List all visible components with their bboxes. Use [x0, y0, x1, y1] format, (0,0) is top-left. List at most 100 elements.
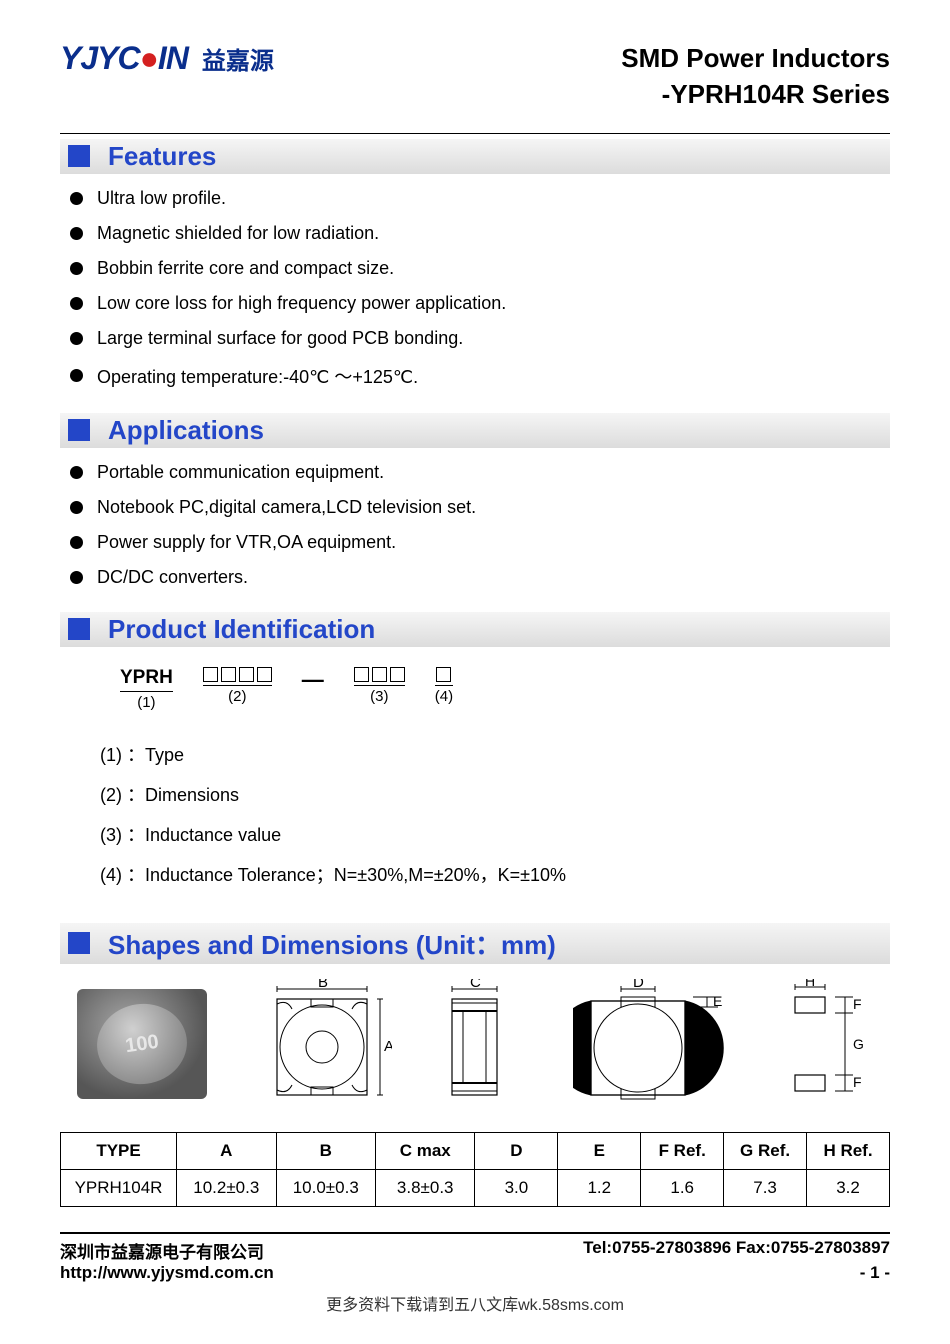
table-header-cell: TYPE — [61, 1132, 177, 1169]
list-item: Power supply for VTR,OA equipment. — [70, 532, 880, 553]
section-applications-bar: Applications — [60, 413, 890, 448]
section-shapes-title: Shapes and Dimensions (Unit：mm) — [108, 925, 556, 962]
features-list: Ultra low profile. Magnetic shielded for … — [60, 174, 890, 411]
list-item-text: Large terminal surface for good PCB bond… — [97, 328, 463, 349]
pid-label-1: YPRH — [120, 667, 173, 692]
bullet-icon — [70, 227, 83, 240]
list-item-text: Ultra low profile. — [97, 188, 226, 209]
list-item: Large terminal surface for good PCB bond… — [70, 328, 880, 349]
table-header-cell: F Ref. — [641, 1132, 724, 1169]
applications-list: Portable communication equipment. Noteboo… — [60, 448, 890, 610]
section-features-bar: Features — [60, 139, 890, 174]
dimensions-table: TYPEABC maxDEF Ref.G Ref.H Ref. YPRH104R… — [60, 1132, 890, 1207]
footer-url: http://www.yjysmd.com.cn — [60, 1263, 274, 1283]
company-logo: YJYC●IN 益嘉源 — [60, 40, 274, 77]
pid-num-3: (3) — [354, 688, 405, 705]
label-F2: F — [853, 1074, 862, 1090]
label-A: A — [384, 1038, 392, 1055]
product-photo: 100 — [77, 989, 207, 1099]
bullet-icon — [70, 369, 83, 382]
bullet-icon — [70, 571, 83, 584]
bullet-icon — [70, 501, 83, 514]
table-header-cell: D — [475, 1132, 558, 1169]
label-G: G — [853, 1036, 864, 1052]
diagram-row: 100 B A C D — [60, 964, 890, 1124]
pid-block-1: YPRH (1) — [120, 667, 173, 711]
pid-placeholder-box — [436, 667, 451, 682]
list-item: DC/DC converters. — [70, 567, 880, 588]
section-square-icon — [68, 932, 90, 954]
table-header-cell: A — [177, 1132, 276, 1169]
footer-company: 深圳市益嘉源电子有限公司 — [60, 1238, 264, 1263]
document-header: YJYC●IN 益嘉源 SMD Power Inductors -YPRH104… — [60, 40, 890, 113]
list-item: Low core loss for high frequency power a… — [70, 293, 880, 314]
definition-item: (3) ：Inductance value — [100, 821, 880, 847]
table-cell: 10.2±0.3 — [177, 1169, 276, 1206]
section-square-icon — [68, 618, 90, 640]
footer-page: - 1 - — [860, 1263, 890, 1283]
label-E: E — [713, 993, 722, 1009]
pid-num-2: (2) — [203, 688, 272, 705]
label-D: D — [633, 979, 644, 991]
header-divider — [60, 133, 890, 134]
label-F: F — [853, 996, 862, 1012]
table-cell: 7.3 — [724, 1169, 807, 1206]
download-note: 更多资料下载请到五八文库wk.58sms.com — [60, 1291, 890, 1315]
pid-dash: — — [302, 667, 324, 693]
table-header-cell: B — [276, 1132, 375, 1169]
label-C: C — [470, 979, 481, 991]
pid-placeholder-box — [203, 667, 218, 682]
list-item-text: Low core loss for high frequency power a… — [97, 293, 506, 314]
list-item-text: Portable communication equipment. — [97, 462, 384, 483]
diagram-top-view: B A — [252, 979, 392, 1109]
bullet-icon — [70, 297, 83, 310]
section-square-icon — [68, 419, 90, 441]
logo-part2: IN — [158, 40, 188, 76]
pid-boxes-4 — [435, 667, 453, 686]
table-cell: YPRH104R — [61, 1169, 177, 1206]
title-line1: SMD Power Inductors — [621, 40, 890, 76]
list-item: Portable communication equipment. — [70, 462, 880, 483]
list-item-text: Bobbin ferrite core and compact size. — [97, 258, 394, 279]
table-cell: 3.0 — [475, 1169, 558, 1206]
table-cell: 3.2 — [807, 1169, 890, 1206]
table-header-cell: C max — [375, 1132, 474, 1169]
table-cell: 10.0±0.3 — [276, 1169, 375, 1206]
section-features-title: Features — [108, 141, 216, 172]
list-item-text: DC/DC converters. — [97, 567, 248, 588]
table-header-cell: H Ref. — [807, 1132, 890, 1169]
footer-contact: Tel:0755-27803896 Fax:0755-27803897 — [583, 1238, 890, 1263]
prodid-scheme: YPRH (1) (2) — (3) (4) — [60, 647, 890, 741]
logo-part1: YJYC — [60, 40, 140, 76]
pid-boxes-3 — [354, 667, 405, 686]
label-B: B — [318, 979, 328, 991]
section-square-icon — [68, 145, 90, 167]
diagram-side-view: C — [437, 979, 527, 1109]
bullet-icon — [70, 536, 83, 549]
section-applications-title: Applications — [108, 415, 264, 446]
table-row: YPRH104R10.2±0.310.0±0.33.8±0.33.01.21.6… — [61, 1169, 890, 1206]
pid-placeholder-box — [257, 667, 272, 682]
pid-placeholder-box — [390, 667, 405, 682]
bullet-icon — [70, 332, 83, 345]
bullet-icon — [70, 262, 83, 275]
pid-block-3: (3) — [354, 667, 405, 705]
table-header-row: TYPEABC maxDEF Ref.G Ref.H Ref. — [61, 1132, 890, 1169]
list-item-text: Magnetic shielded for low radiation. — [97, 223, 379, 244]
pid-block-2: (2) — [203, 667, 272, 705]
pid-block-4: (4) — [435, 667, 453, 705]
list-item: Magnetic shielded for low radiation. — [70, 223, 880, 244]
label-H: H — [805, 979, 815, 989]
list-item-text: Notebook PC,digital camera,LCD televisio… — [97, 497, 476, 518]
footer-row2: http://www.yjysmd.com.cn - 1 - — [60, 1263, 890, 1283]
pid-num-1: (1) — [120, 694, 173, 711]
list-item-text: Power supply for VTR,OA equipment. — [97, 532, 396, 553]
table-header-cell: G Ref. — [724, 1132, 807, 1169]
bullet-icon — [70, 192, 83, 205]
bullet-icon — [70, 466, 83, 479]
definition-item: (1) ：Type — [100, 741, 880, 767]
pid-placeholder-box — [372, 667, 387, 682]
product-photo-marking: 100 — [92, 998, 192, 1090]
prodid-definitions: (1) ：Type (2) ：Dimensions (3) ：Inductance … — [60, 741, 890, 921]
definition-item: (2) ：Dimensions — [100, 781, 880, 807]
